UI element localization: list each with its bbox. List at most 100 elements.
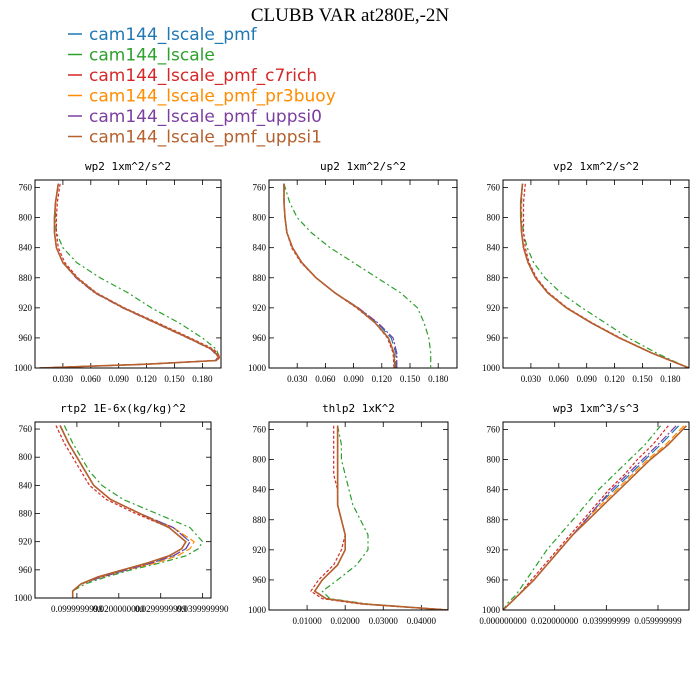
x-tick-label: 0.030 bbox=[53, 374, 74, 384]
y-tick-label: 840 bbox=[19, 243, 33, 253]
y-tick-label: 1000 bbox=[14, 363, 33, 373]
y-tick-label: 840 bbox=[19, 480, 33, 490]
plot-frame bbox=[34, 179, 222, 369]
panel-3: vp2 1xm^2/s^2 760 800 840 880 920 960 1000 0.030… bbox=[482, 160, 690, 384]
series-line-cam144-lscale bbox=[321, 425, 448, 610]
x-tick-label: 0.02000 bbox=[331, 616, 361, 626]
series-line-cam144-lscale-pmf-pr3buoy bbox=[520, 183, 689, 368]
y-tick-label: 840 bbox=[487, 243, 501, 253]
series-line-cam144-lscale-pmf-uppsi1 bbox=[283, 183, 396, 368]
x-tick-label: 0.04000 bbox=[407, 616, 437, 626]
legend-entry: cam144_lscale_pmf_uppsi0 bbox=[68, 107, 322, 127]
y-tick-label: 920 bbox=[487, 545, 501, 555]
legend-label: cam144_lscale_pmf_pr3buoy bbox=[89, 87, 336, 107]
x-tick-label: 0.060 bbox=[81, 374, 102, 384]
series-line-cam144-lscale-pmf-uppsi0 bbox=[520, 183, 689, 368]
plot-frame bbox=[268, 179, 458, 369]
series-line-cam144-lscale-pmf bbox=[59, 425, 191, 598]
plot-frame bbox=[502, 421, 690, 611]
x-tick-label: 0.059999999 bbox=[634, 616, 682, 626]
y-tick-label: 800 bbox=[253, 455, 267, 465]
legend-entry: cam144_lscale_pmf_uppsi1 bbox=[68, 128, 322, 148]
y-tick-label: 1000 bbox=[248, 605, 267, 615]
legend-entry: cam144_lscale_pmf bbox=[68, 25, 258, 45]
legend-label: cam144_lscale_pmf_uppsi0 bbox=[89, 107, 322, 127]
x-tick-label: 0.150 bbox=[164, 374, 185, 384]
y-tick-label: 880 bbox=[19, 509, 33, 519]
y-tick-label: 1000 bbox=[482, 605, 501, 615]
x-tick-label: 0.180 bbox=[660, 374, 681, 384]
y-tick-label: 1000 bbox=[482, 363, 501, 373]
x-tick-label: 0.150 bbox=[632, 374, 653, 384]
y-tick-label: 960 bbox=[487, 575, 501, 585]
series-line-cam144-lscale-pmf-uppsi0 bbox=[59, 425, 191, 598]
panel-title: wp2 1xm^2/s^2 bbox=[85, 160, 171, 173]
y-tick-label: 760 bbox=[19, 183, 33, 193]
series-line-cam144-lscale bbox=[283, 183, 432, 368]
series-group bbox=[55, 425, 204, 598]
legend-entry: cam144_lscale_pmf_pr3buoy bbox=[68, 87, 336, 107]
series-line-cam144-lscale-pmf-uppsi0 bbox=[283, 183, 398, 368]
x-tick-label: 0.03000 bbox=[369, 616, 399, 626]
y-tick-label: 800 bbox=[487, 213, 501, 223]
legend-label: cam144_lscale_pmf_c7rich bbox=[89, 66, 317, 86]
series-line-cam144-lscale-pmf-uppsi1 bbox=[503, 425, 687, 610]
panel-1: wp2 1xm^2/s^2 760 800 840 880 920 960 1000 0.030… bbox=[14, 160, 222, 384]
series-group bbox=[310, 425, 448, 610]
y-tick-label: 800 bbox=[19, 213, 33, 223]
x-tick-label: 0.000000000 bbox=[479, 616, 527, 626]
series-line-cam144-lscale-pmf-pr3buoy bbox=[314, 425, 448, 610]
panel-title: rtp2 1E-6x(kg/kg)^2 bbox=[60, 402, 186, 415]
y-tick-label: 960 bbox=[487, 333, 501, 343]
y-tick-label: 800 bbox=[253, 213, 267, 223]
y-tick-label: 800 bbox=[487, 455, 501, 465]
figure-title: CLUBB VAR at280E,-2N bbox=[251, 5, 450, 26]
legend-label: cam144_lscale_pmf_uppsi1 bbox=[89, 128, 322, 148]
panel-4: rtp2 1E-6x(kg/kg)^2 760 800 840 880 920 960 100… bbox=[14, 402, 229, 614]
series-line-cam144-lscale-pmf-pr3buoy bbox=[39, 183, 219, 368]
panel-title: up2 1xm^2/s^2 bbox=[320, 160, 406, 173]
series-group bbox=[39, 183, 221, 368]
series-line-cam144-lscale bbox=[503, 425, 662, 610]
y-tick-label: 760 bbox=[19, 424, 33, 434]
x-tick-label: 0.150 bbox=[400, 374, 421, 384]
series-line-cam144-lscale-pmf-uppsi1 bbox=[313, 425, 448, 610]
y-tick-label: 880 bbox=[253, 515, 267, 525]
y-tick-label: 960 bbox=[253, 575, 267, 585]
y-tick-label: 920 bbox=[253, 303, 267, 313]
x-tick-label: 0.180 bbox=[428, 374, 449, 384]
x-tick-label: 0.180 bbox=[192, 374, 213, 384]
panel-5: thlp2 1xK^2 760 800 840 880 920 960 1000 0.01000… bbox=[248, 402, 449, 626]
series-line-cam144-lscale-pmf bbox=[283, 183, 397, 368]
legend-label: cam144_lscale_pmf bbox=[89, 25, 258, 45]
plot-frame bbox=[502, 179, 690, 369]
series-line-cam144-lscale bbox=[63, 425, 204, 598]
panel-6: wp3 1xm^3/s^3 760 800 840 880 920 960 10000.000… bbox=[479, 402, 690, 626]
series-group bbox=[503, 425, 687, 610]
x-tick-label: 0.0999999998 bbox=[51, 604, 103, 614]
series-line-cam144-lscale-pmf-c7rich bbox=[310, 425, 448, 610]
panel-2: up2 1xm^2/s^2 760 800 840 880 920 960 1000 0.030… bbox=[248, 160, 458, 384]
series-line-cam144-lscale bbox=[520, 183, 689, 368]
legend-entry: cam144_lscale bbox=[68, 46, 215, 66]
x-tick-label: 0.060 bbox=[315, 374, 336, 384]
y-tick-label: 960 bbox=[19, 565, 33, 575]
x-tick-label: 0.030 bbox=[521, 374, 542, 384]
x-tick-label: 0.060 bbox=[549, 374, 570, 384]
series-line-cam144-lscale-pmf-c7rich bbox=[503, 425, 669, 610]
series-line-cam144-lscale-pmf-uppsi1 bbox=[39, 183, 220, 368]
y-tick-label: 920 bbox=[253, 545, 267, 555]
panel-title: thlp2 1xK^2 bbox=[322, 402, 395, 415]
series-line-cam144-lscale-pmf-pr3buoy bbox=[59, 425, 195, 598]
y-tick-label: 800 bbox=[19, 452, 33, 462]
x-tick-label: 0.030 bbox=[287, 374, 308, 384]
y-tick-label: 1000 bbox=[248, 363, 267, 373]
plot-frame bbox=[268, 421, 449, 611]
panel-title: vp2 1xm^2/s^2 bbox=[553, 160, 639, 173]
y-tick-label: 880 bbox=[253, 273, 267, 283]
series-line-cam144-lscale-pmf-c7rich bbox=[283, 183, 395, 368]
y-tick-label: 880 bbox=[487, 273, 501, 283]
panel-title: wp3 1xm^3/s^3 bbox=[553, 402, 639, 415]
y-tick-label: 760 bbox=[487, 425, 501, 435]
y-tick-label: 840 bbox=[253, 243, 267, 253]
